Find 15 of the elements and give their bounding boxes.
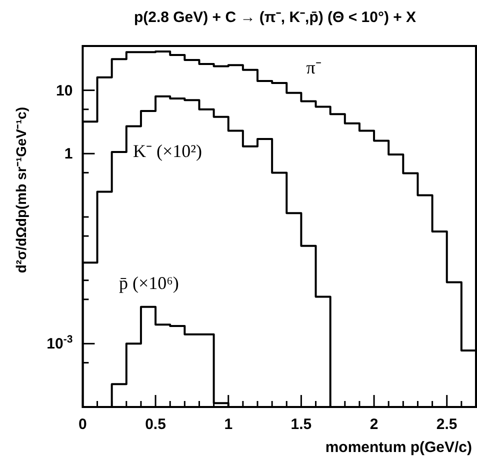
y-tick-label: 10$^{-3}$ bbox=[46, 334, 73, 353]
series-label: π⁻ bbox=[306, 57, 322, 78]
series-label: p̄ (×10⁶) bbox=[118, 272, 179, 293]
y-tick-label: 10 bbox=[56, 82, 73, 100]
chart-title: p(2.8 GeV) + C → (π⁻, K⁻,p̄) (Θ < 10°) + X bbox=[134, 9, 416, 26]
x-tick-label: 0 bbox=[78, 416, 87, 433]
x-tick-label: 0.5 bbox=[145, 416, 166, 433]
x-tick-label: 1 bbox=[224, 416, 233, 433]
y-axis-title: d²σ/dΩdp(mb sr⁻¹GeV⁻¹c) bbox=[13, 106, 29, 274]
x-tick-label: 1.5 bbox=[290, 416, 312, 433]
y-tick-label: 1 bbox=[64, 146, 73, 163]
x-tick-label: 2.5 bbox=[436, 416, 458, 433]
x-axis-title: momentum p(GeV/c) bbox=[325, 439, 472, 456]
x-tick-label: 2 bbox=[370, 416, 378, 433]
series-label: K⁻ (×10²) bbox=[132, 141, 202, 162]
